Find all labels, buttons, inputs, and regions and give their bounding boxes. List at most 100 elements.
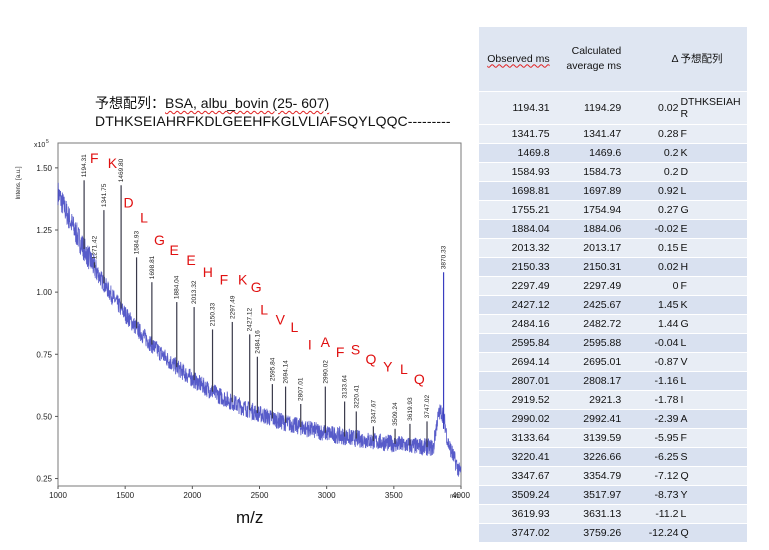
cell-observed: 1698.81 [479,181,553,201]
cell-observed: 1884.04 [479,219,553,239]
cell-sequence: E [679,238,747,258]
cell-delta: -5.95 [624,428,680,448]
cell-calculated: 3139.59 [552,428,625,448]
cell-sequence: K [679,143,747,163]
residue-annotation: K [108,155,118,171]
y-tick-label: 1.00 [36,288,52,297]
residue-annotation: G [154,232,165,248]
cell-observed: 1194.31 [479,91,553,125]
cell-observed: 2150.33 [479,257,553,277]
cell-observed: 2297.49 [479,276,553,296]
cell-observed: 2694.14 [479,352,553,372]
residue-annotation: I [308,336,312,352]
residue-annotation: D [123,195,133,211]
cell-calculated: 2595.88 [552,333,625,353]
results-table: Observed ms Calculated average ms Δ 予想配列… [479,27,747,543]
residue-annotation: F [220,272,229,288]
sequence-string: DTHKSEIAHRFKDLGEEHFKGLVLIAFSQYLQQC------… [95,113,451,129]
x-tick-label: 3000 [318,491,336,500]
residue-annotation: S [351,341,360,357]
peak-label: 2807.01 [298,377,305,401]
cell-sequence: Q [679,466,747,486]
cell-sequence: Q [679,523,747,543]
cell-sequence: L [679,181,747,201]
table-row: 1584.93 1584.73 0.2 D [479,162,747,182]
residue-annotation: A [321,334,331,350]
cell-calculated: 2921.3 [552,390,625,410]
peak-label: 3509.24 [392,402,399,426]
cell-calculated: 1194.29 [552,91,625,125]
peak-label: 2297.49 [229,295,236,319]
table-row: 2990.02 2992.41 -2.39 A [479,409,747,429]
table-row: 2807.01 2808.17 -1.16 L [479,371,747,391]
peak-label: 1341.75 [101,183,108,207]
cell-delta: 0.92 [624,181,680,201]
cell-calculated: 2013.17 [552,238,625,258]
cell-sequence: K [679,295,747,315]
y-multiplier-label: x10 [34,142,45,149]
table-row: 3133.64 3139.59 -5.95 F [479,428,747,448]
residue-annotation: K [238,272,248,288]
cell-calculated: 1584.73 [552,162,625,182]
peak-label: 3220.41 [353,385,360,409]
peak-label: 1469.80 [118,158,125,182]
cell-observed: 3619.93 [479,504,553,524]
x-tick-label: 2500 [251,491,269,500]
cell-observed: 2013.32 [479,238,553,258]
cell-sequence: V [679,352,747,372]
cell-calculated: 1469.6 [552,143,625,163]
cell-delta: 0.28 [624,124,680,144]
x-axis-unit: m/z [450,494,460,500]
cell-calculated: 1341.47 [552,124,625,144]
peak-label: 1194.31 [81,154,88,177]
residue-annotation: E [170,242,179,258]
cell-sequence: G [679,314,747,334]
peak-label: 2484.16 [254,330,261,354]
cell-observed: 2919.52 [479,390,553,410]
peak-label: 3347.67 [370,399,377,423]
cell-sequence: DTHKSEIAHR [679,91,747,125]
cell-calculated: 2992.41 [552,409,625,429]
residue-annotation: Q [366,351,377,367]
y-tick-label: 1.25 [36,226,52,235]
table-row: 2919.52 2921.3 -1.78 I [479,390,747,410]
sequence-title-rest: BSA, albu_bovin (25- 607) [165,95,330,111]
cell-sequence: L [679,371,747,391]
cell-calculated: 2695.01 [552,352,625,372]
y-tick-label: 0.25 [36,475,52,484]
mass-spectrum-chart: Intens. [a.u.] x10 5 0.25 0.50 0.75 1.00 1.25 1.… [16,139,470,500]
table-row: 1194.31 1194.29 0.02 DTHKSEIAHR [479,91,747,125]
peak-label: 1584.93 [134,230,141,254]
cell-observed: 2427.12 [479,295,553,315]
cell-observed: 3220.41 [479,447,553,467]
cell-observed: 1584.93 [479,162,553,182]
peak-label: 2150.33 [210,303,217,327]
peak-label: 2694.14 [283,360,290,384]
table-row: 1341.75 1341.47 0.28 F [479,124,747,144]
table-row: 2484.16 2482.72 1.44 G [479,314,747,334]
cell-observed: 3747.02 [479,523,553,543]
cell-calculated: 1697.89 [552,181,625,201]
cell-calculated: 2425.67 [552,295,625,315]
cell-sequence: E [679,219,747,239]
x-tick-label: 4000 [452,491,470,500]
cell-delta: -1.16 [624,371,680,391]
peak-label: 2013.32 [191,280,198,304]
cell-observed: 2990.02 [479,409,553,429]
header-observed-ms-label: Observed ms [487,52,550,65]
cell-observed: 1469.8 [479,143,553,163]
cell-delta: 0.15 [624,238,680,258]
cell-calculated: 3226.66 [552,447,625,467]
table-row: 3509.24 3517.97 -8.73 Y [479,485,747,505]
table-row: 2595.84 2595.88 -0.04 L [479,333,747,353]
cell-sequence: H [679,257,747,277]
cell-sequence: L [679,333,747,353]
header-expected-sequence: 予想配列 [679,27,747,92]
y-tick-label: 0.50 [36,412,52,421]
peak-label: 1271.42 [91,235,98,259]
cell-delta: -1.78 [624,390,680,410]
cell-delta: -0.04 [624,333,680,353]
cell-calculated: 2482.72 [552,314,625,334]
y-multiplier-exponent: 5 [46,139,49,145]
cell-observed: 3509.24 [479,485,553,505]
